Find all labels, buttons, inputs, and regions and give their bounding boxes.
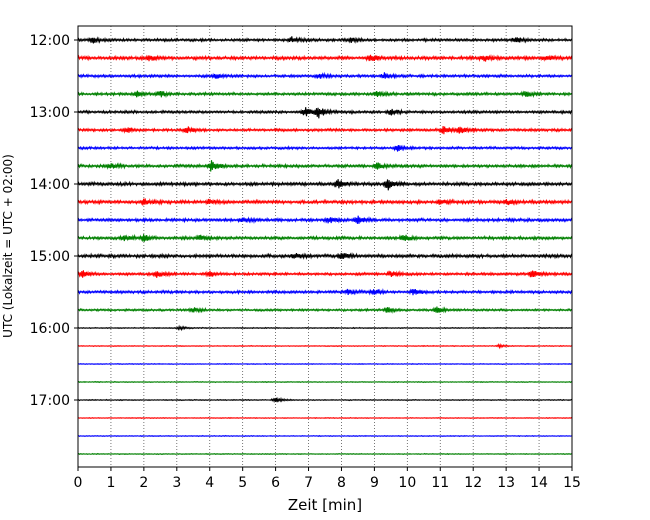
seismogram-traces	[77, 36, 573, 456]
y-tick-label: 13:00	[30, 105, 70, 121]
trace-1345	[77, 160, 573, 172]
trace-1700	[77, 396, 573, 404]
plot-frame	[77, 25, 573, 468]
x-tick-label: 6	[271, 475, 280, 491]
x-tick-label: 4	[205, 475, 214, 491]
trace-1730	[77, 434, 573, 438]
x-tick-label: 2	[139, 475, 148, 491]
x-tick-label: 1	[106, 475, 115, 491]
trace-1500	[77, 252, 573, 260]
trace-1315	[77, 125, 573, 135]
x-tick-label: 0	[74, 475, 83, 491]
trace-1645	[77, 380, 573, 384]
trace-1300	[77, 107, 573, 119]
trace-1215	[77, 54, 573, 62]
x-tick-label: 9	[370, 475, 379, 491]
trace-1715	[77, 416, 573, 420]
trace-1745	[77, 452, 573, 456]
x-tick-label: 11	[431, 475, 449, 491]
trace-1400	[77, 179, 573, 191]
x-axis-ticks: 0 1 2 3 4 5 6 7 8 9 10 11 12 13 14 15	[74, 467, 581, 491]
x-tick-label: 12	[464, 475, 482, 491]
trace-1430	[77, 215, 573, 224]
trace-1200	[77, 36, 573, 44]
y-tick-label: 16:00	[30, 321, 70, 337]
y-tick-label: 14:00	[30, 177, 70, 193]
trace-1630	[77, 362, 573, 366]
trace-1415	[77, 198, 573, 206]
x-tick-label: 5	[238, 475, 247, 491]
x-tick-label: 15	[563, 475, 581, 491]
y-tick-label: 15:00	[30, 249, 70, 265]
y-axis-ticks: 12:00 13:00 14:00 15:00 16:00 17:00	[30, 33, 78, 409]
x-tick-label: 10	[398, 475, 416, 491]
x-tick-label: 3	[172, 475, 181, 491]
y-tick-label: 12:00	[30, 33, 70, 49]
trace-1530	[77, 288, 573, 296]
trace-1615	[77, 342, 573, 350]
trace-1230	[77, 71, 573, 80]
trace-1600	[77, 324, 573, 332]
trace-1245	[77, 90, 573, 99]
x-tick-label: 13	[497, 475, 515, 491]
x-tick-label: 8	[337, 475, 346, 491]
trace-1515	[77, 270, 573, 278]
x-tick-label: 14	[530, 475, 548, 491]
trace-1545	[77, 306, 573, 314]
x-axis-label: Zeit [min]	[288, 496, 362, 514]
y-axis-label: UTC (Lokalzeit = UTC + 02:00)	[1, 154, 15, 338]
y-tick-label: 17:00	[30, 393, 70, 409]
x-tick-label: 7	[304, 475, 313, 491]
trace-1445	[77, 233, 573, 242]
trace-1330	[77, 144, 573, 152]
